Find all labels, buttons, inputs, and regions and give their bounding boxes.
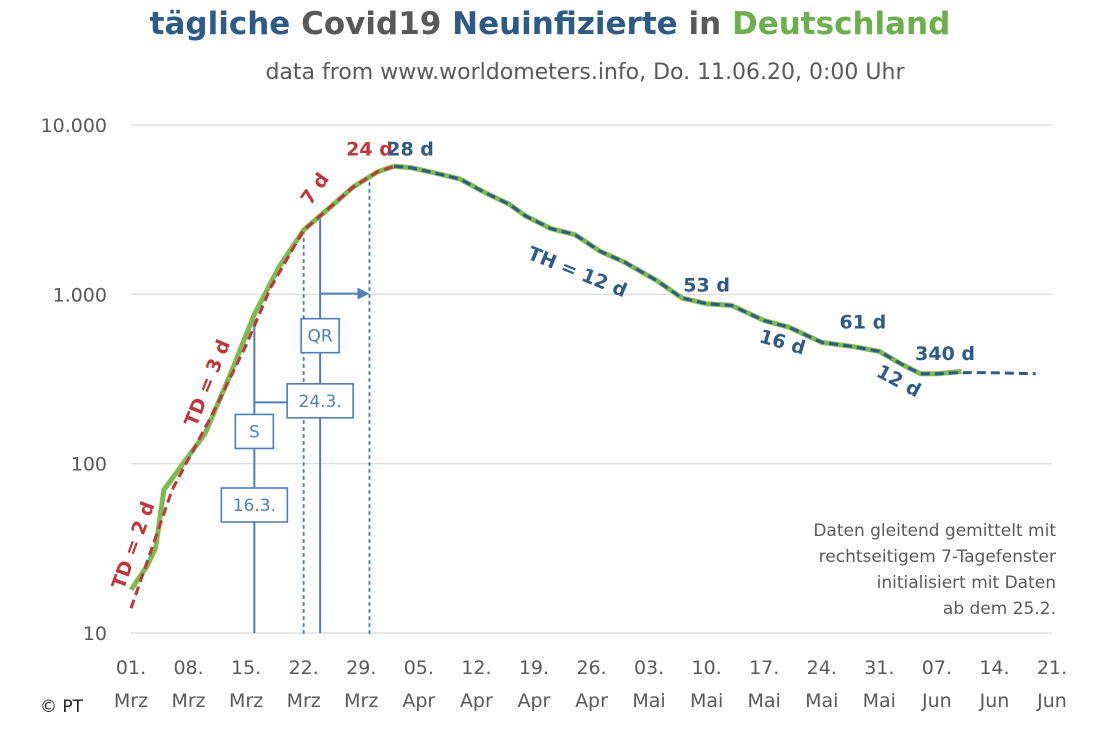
x-tick-month: Mai [632,690,665,712]
x-tick-day: 10. [692,657,722,679]
label-box [300,317,340,354]
x-tick-day: 29. [346,657,376,679]
x-tick-day: 05. [404,657,434,679]
label-box-text: 24.3. [299,392,342,412]
x-tick-month: Mrz [114,690,148,712]
title-part-3: Neuinfizierte [452,6,678,42]
x-tick-day: 12. [461,657,491,679]
line-annotation: 12 d [873,361,925,402]
x-tick-day: 14. [979,657,1009,679]
x-tick-day: 01. [116,657,146,679]
y-tick-label: 10.000 [41,115,107,137]
x-tick-month: Mai [863,690,896,712]
line-annotation: 28 d [387,139,434,161]
x-tick-month: Mrz [287,690,321,712]
series-line [129,164,395,609]
arrow-head [357,287,370,300]
x-tick-month: Jun [979,690,1010,712]
note-line: ab dem 25.2. [943,599,1056,619]
x-tick-day: 19. [519,657,549,679]
note-line: rechtseitigem 7-Tagefenster [819,547,1056,567]
x-tick-month: Jun [921,690,952,712]
title-part-4: in [677,6,732,42]
series-line [393,164,1036,376]
x-tick-month: Mai [690,690,723,712]
line-annotation: 24 d [346,139,393,161]
x-tick-day: 15. [231,657,261,679]
x-tick-month: Apr [518,690,551,712]
copyright-text: © PT [40,697,84,717]
note-line: Daten gleitend gemittelt mit [813,521,1056,541]
x-tick-month: Mai [748,690,781,712]
x-tick-month: Mai [805,690,838,712]
chart-subtitle: data from www.worldometers.info, Do. 11.… [265,60,905,85]
x-tick-month: Jun [1036,690,1067,712]
label-box-text: S [249,422,260,442]
line-annotation: 340 d [915,343,975,365]
x-tick-month: Apr [460,690,493,712]
x-tick-day: 22. [289,657,319,679]
x-tick-month: Mrz [229,690,263,712]
x-tick-day: 07. [922,657,952,679]
x-tick-day: 31. [864,657,894,679]
x-tick-month: Mrz [171,690,205,712]
x-tick-day: 26. [576,657,606,679]
chart-title: tägliche Covid19 Neuinfizierte in Deutsc… [0,6,1100,42]
x-tick-day: 08. [173,657,203,679]
line-annotation: TH = 12 d [525,243,630,303]
label-box [234,413,275,450]
x-tick-month: Apr [575,690,608,712]
note-line: initialisiert mit Daten [877,573,1056,593]
x-tick-day: 03. [634,657,664,679]
x-tick-month: Apr [402,690,435,712]
x-tick-day: 24. [807,657,837,679]
y-tick-label: 100 [71,454,107,476]
x-tick-month: Mrz [344,690,378,712]
line-annotation: 53 d [683,274,730,296]
x-tick-day: 17. [749,657,779,679]
title-part-2: Covid19 [301,6,453,42]
line-annotation: 7 d [297,169,334,209]
label-box [286,383,354,419]
label-box [220,487,289,523]
label-box-text: 16.3. [233,496,276,516]
line-annotation: 61 d [840,311,887,333]
y-tick-label: 10 [83,623,107,645]
line-annotation: TD = 2 d [108,499,160,592]
title-part-5: Deutschland [731,6,951,42]
label-box-text: QR [308,327,333,347]
title-part-1: tägliche [149,6,302,42]
x-tick-day: 21. [1037,657,1067,679]
y-tick-label: 1.000 [53,284,107,306]
